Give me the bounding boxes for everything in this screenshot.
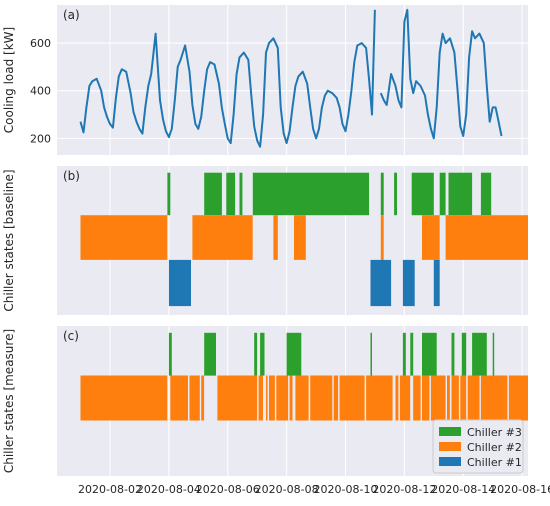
state-bar-chiller3 bbox=[252, 172, 370, 216]
state-bar-chiller2 bbox=[366, 375, 393, 421]
state-bar-chiller3 bbox=[492, 332, 495, 376]
x-tick-label: 2020-08-10 bbox=[314, 483, 378, 496]
state-bar-chiller2 bbox=[380, 215, 384, 260]
x-axis-tick-labels: 2020-08-022020-08-042020-08-062020-08-08… bbox=[78, 483, 550, 496]
state-bar-chiller3 bbox=[204, 172, 222, 216]
panel-label: (a) bbox=[63, 8, 80, 22]
panel-c-measure-states: (c) Chiller states [measure] bbox=[2, 326, 528, 476]
state-bar-chiller2 bbox=[467, 375, 480, 421]
state-bar-chiller3 bbox=[380, 172, 384, 216]
x-tick-label: 2020-08-06 bbox=[196, 483, 260, 496]
state-bar-chiller3 bbox=[394, 172, 397, 216]
state-bar-chiller2 bbox=[80, 215, 168, 260]
y-tick-label: 200 bbox=[30, 132, 51, 145]
state-bar-chiller2 bbox=[294, 215, 306, 260]
x-tick-label: 2020-08-14 bbox=[431, 483, 495, 496]
x-tick-label: 2020-08-02 bbox=[78, 483, 142, 496]
state-bar-chiller2 bbox=[447, 375, 450, 421]
legend: Chiller #3 Chiller #2 Chiller #1 bbox=[432, 419, 524, 474]
state-bar-chiller2 bbox=[422, 375, 430, 421]
x-tick-label: 2020-08-16 bbox=[490, 483, 550, 496]
state-bar-chiller2 bbox=[310, 375, 333, 421]
state-bar-chiller3 bbox=[410, 332, 414, 376]
state-bar-chiller2 bbox=[339, 375, 365, 421]
state-bar-chiller3 bbox=[422, 332, 437, 376]
y-tick-label: 400 bbox=[30, 85, 51, 98]
state-bar-chiller3 bbox=[370, 332, 372, 376]
state-bar-chiller3 bbox=[461, 332, 467, 376]
state-bar-chiller3 bbox=[167, 172, 171, 216]
state-bar-chiller3 bbox=[480, 172, 492, 216]
state-bar-chiller3 bbox=[448, 172, 473, 216]
legend-entry: Chiller #1 bbox=[467, 456, 522, 469]
state-bar-chiller1 bbox=[433, 259, 440, 307]
state-bar-chiller2 bbox=[445, 215, 528, 260]
state-bar-chiller2 bbox=[189, 375, 200, 421]
panel-a-cooling-load: (a) Cooling load [kW] 200 400 600 bbox=[2, 5, 528, 155]
state-bar-chiller1 bbox=[370, 259, 392, 307]
y-axis-label: Chiller states [measure] bbox=[2, 329, 16, 473]
x-tick-label: 2020-08-08 bbox=[255, 483, 319, 496]
state-bar-chiller2 bbox=[276, 375, 289, 421]
legend-swatch bbox=[439, 457, 461, 466]
legend-entry: Chiller #3 bbox=[467, 426, 522, 439]
state-bar-chiller2 bbox=[422, 215, 440, 260]
state-bar-chiller3 bbox=[451, 332, 455, 376]
state-bar-chiller2 bbox=[508, 375, 528, 421]
state-bar-chiller3 bbox=[439, 172, 446, 216]
state-bar-chiller1 bbox=[168, 259, 191, 307]
state-bar-chiller1 bbox=[402, 259, 415, 307]
state-bar-chiller3 bbox=[226, 172, 236, 216]
y-axis-label: Chiller states [baseline] bbox=[2, 169, 16, 311]
state-bar-chiller3 bbox=[204, 332, 216, 376]
x-tick-label: 2020-08-04 bbox=[137, 483, 201, 496]
state-bar-chiller3 bbox=[402, 332, 406, 376]
legend-swatch bbox=[439, 442, 461, 451]
state-bar-chiller3 bbox=[260, 332, 265, 376]
state-bar-chiller2 bbox=[269, 375, 275, 421]
plot-area bbox=[57, 5, 528, 155]
state-bar-chiller2 bbox=[451, 375, 459, 421]
state-bar-chiller2 bbox=[217, 375, 258, 421]
cooling-load-line bbox=[79, 9, 376, 148]
panel-label: (b) bbox=[63, 169, 80, 183]
panel-b-baseline-states: (b) Chiller states [baseline] bbox=[2, 166, 528, 315]
state-bar-chiller2 bbox=[201, 375, 205, 421]
state-bar-chiller2 bbox=[258, 375, 263, 421]
state-bar-chiller2 bbox=[80, 375, 168, 421]
state-bar-chiller2 bbox=[399, 375, 411, 421]
state-bar-chiller2 bbox=[413, 375, 421, 421]
state-bar-chiller3 bbox=[254, 332, 258, 376]
y-axis-label: Cooling load [kW] bbox=[2, 27, 16, 133]
state-bar-chiller2 bbox=[192, 215, 253, 260]
state-bar-chiller2 bbox=[266, 375, 268, 421]
state-bar-chiller3 bbox=[411, 172, 434, 216]
y-tick-label: 600 bbox=[30, 37, 51, 50]
legend-swatch bbox=[439, 427, 461, 436]
state-bar-chiller2 bbox=[460, 375, 467, 421]
state-bar-chiller2 bbox=[430, 375, 446, 421]
panel-label: (c) bbox=[63, 329, 79, 343]
state-bar-chiller3 bbox=[168, 332, 172, 376]
state-bar-chiller2 bbox=[170, 375, 188, 421]
state-bar-chiller2 bbox=[480, 375, 508, 421]
state-bar-chiller2 bbox=[333, 375, 339, 421]
state-bar-chiller2 bbox=[289, 375, 293, 421]
cooling-load-line bbox=[379, 8, 503, 140]
state-bar-chiller2 bbox=[273, 215, 278, 260]
state-bar-chiller2 bbox=[395, 375, 399, 421]
state-bar-chiller3 bbox=[239, 172, 243, 216]
state-bar-chiller2 bbox=[295, 375, 309, 421]
state-bar-chiller3 bbox=[472, 332, 487, 376]
x-tick-label: 2020-08-12 bbox=[372, 483, 436, 496]
legend-entry: Chiller #2 bbox=[467, 441, 522, 454]
state-bar-chiller3 bbox=[286, 332, 302, 376]
